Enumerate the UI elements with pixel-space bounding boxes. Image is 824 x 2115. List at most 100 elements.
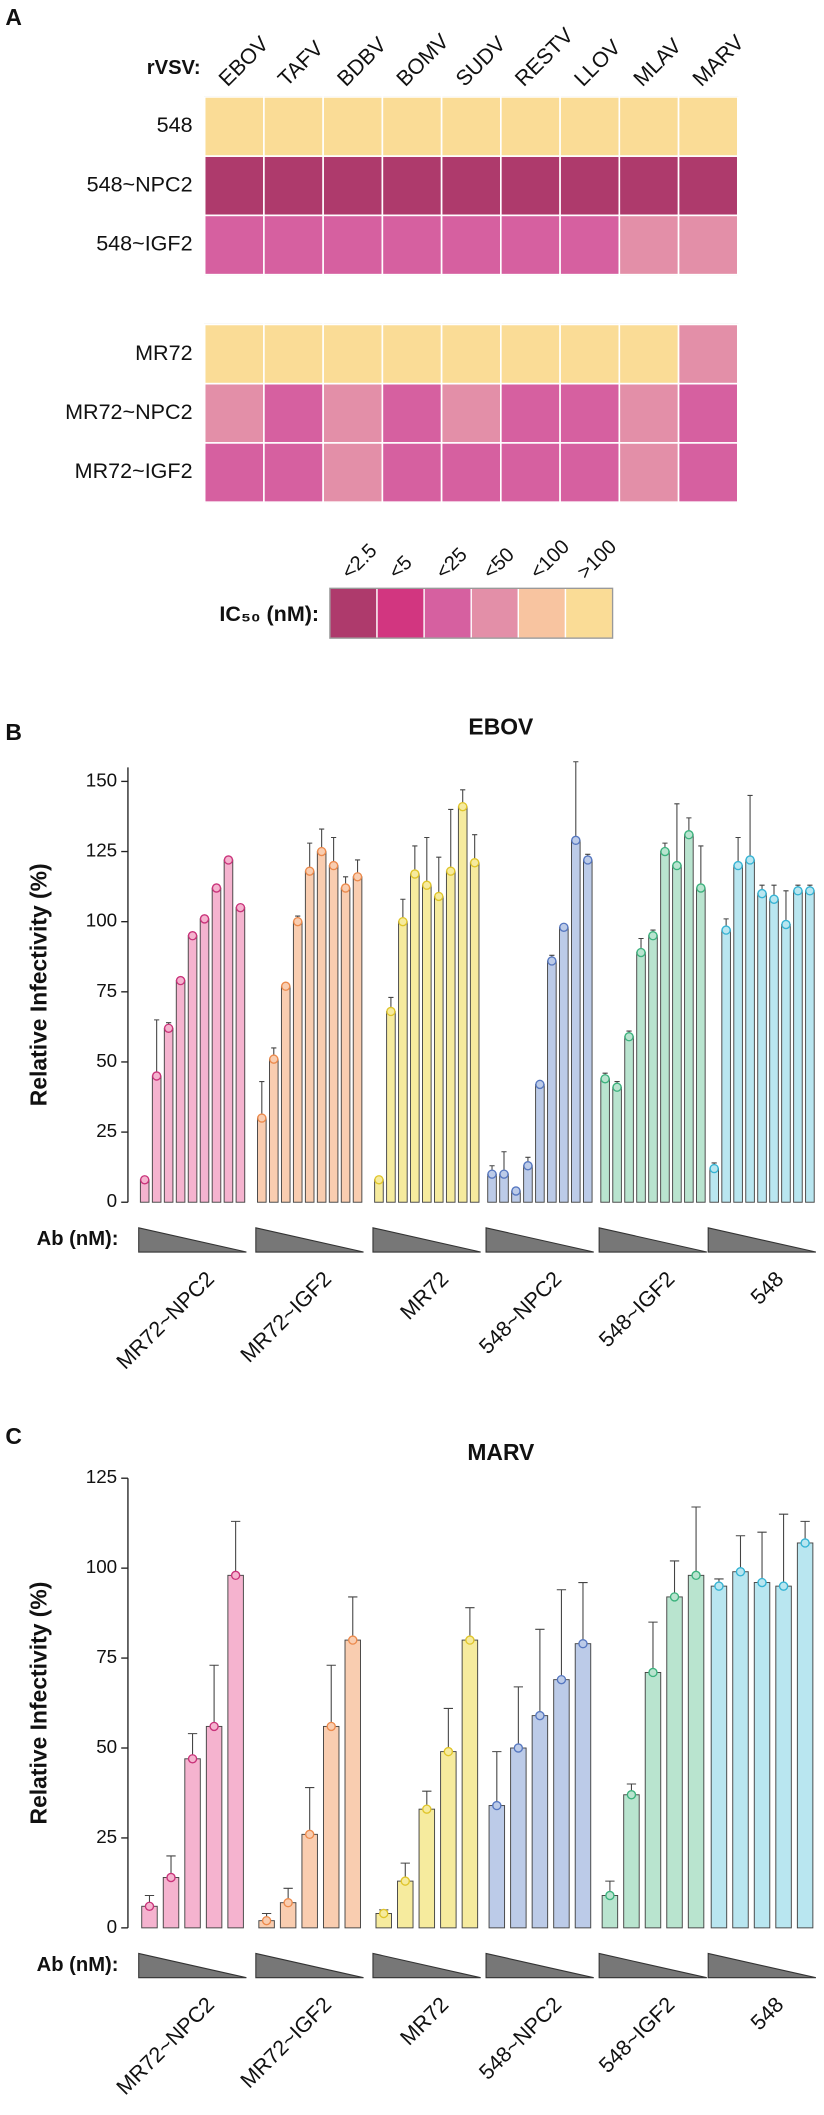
bar-dot xyxy=(669,1592,680,1602)
row-label: 548~NPC2 xyxy=(87,172,193,196)
bar-dot xyxy=(535,1079,545,1090)
legend-swatch xyxy=(423,587,472,639)
bar-dot xyxy=(684,829,694,840)
heatmap-cell xyxy=(203,323,265,385)
bar xyxy=(344,1639,361,1929)
bar xyxy=(223,859,234,1203)
chart-title: EBOV xyxy=(468,713,534,739)
heatmap-cell xyxy=(677,155,739,217)
bar xyxy=(340,887,351,1203)
bar-dot xyxy=(499,1169,509,1179)
bar xyxy=(469,862,480,1203)
heatmap-cell xyxy=(440,214,502,276)
heatmap-cell xyxy=(559,442,621,503)
bar-dot xyxy=(605,1890,615,1901)
heatmap-cell xyxy=(322,96,384,157)
bar-dot xyxy=(636,947,646,958)
error-bar xyxy=(465,1607,475,1641)
bar xyxy=(796,1542,814,1929)
bar-dot xyxy=(328,860,339,871)
bar xyxy=(733,865,743,1203)
bar-dot xyxy=(781,919,791,930)
bar xyxy=(636,952,646,1203)
concentration-wedge xyxy=(485,1952,594,1979)
heatmap-cell xyxy=(203,96,265,157)
bar-dot xyxy=(745,855,755,865)
bar-dot xyxy=(261,1915,272,1926)
heatmap-cell xyxy=(322,214,384,276)
bar xyxy=(211,887,222,1203)
bar xyxy=(235,907,246,1203)
bar-dot xyxy=(696,883,706,893)
legend-swatch xyxy=(517,587,567,639)
chart-title: MARV xyxy=(467,1439,535,1465)
error-bar xyxy=(757,1531,767,1583)
heatmap-cell xyxy=(500,382,561,444)
y-tick-label: 25 xyxy=(96,1826,117,1847)
error-bar xyxy=(735,1535,746,1572)
error-bar xyxy=(778,1513,789,1587)
heatmap-cell xyxy=(559,96,621,157)
y-tick-label: 0 xyxy=(107,1916,117,1937)
bar-dot xyxy=(691,1570,701,1581)
bar xyxy=(687,1574,705,1929)
heatmap-cell xyxy=(381,442,443,503)
bar xyxy=(440,1751,457,1929)
bar-dot xyxy=(422,880,432,890)
heatmap-cell xyxy=(677,442,739,503)
bar-dot xyxy=(769,894,779,904)
bar-dot xyxy=(281,981,291,991)
bar-dot xyxy=(326,1721,336,1732)
column-label: BDBV xyxy=(333,32,392,91)
bar xyxy=(163,1027,174,1203)
bar-dot xyxy=(612,1082,622,1092)
panel-letter: B xyxy=(5,719,22,745)
bar xyxy=(227,1574,244,1929)
bar-dot xyxy=(352,872,363,882)
row-label: 548~IGF2 xyxy=(96,232,192,256)
column-label: TAFV xyxy=(273,36,328,91)
heatmap-cell xyxy=(381,382,443,444)
legend-label: <100 xyxy=(526,536,574,584)
heatmap-cell xyxy=(322,442,384,503)
row-label: MR72~IGF2 xyxy=(75,459,193,483)
columns-label: rVSV: xyxy=(147,57,201,79)
bar xyxy=(269,1058,279,1203)
x-axis-label: Ab (nM): xyxy=(37,1954,119,1976)
bar xyxy=(422,884,432,1203)
heatmap-cell xyxy=(440,382,502,444)
bar xyxy=(301,1833,318,1929)
bar-dot xyxy=(187,1754,198,1764)
heatmap-cell xyxy=(440,323,502,385)
heatmap-cell xyxy=(440,442,502,503)
bar xyxy=(175,980,186,1203)
legend-swatch xyxy=(470,587,520,639)
bar-dot xyxy=(175,975,186,986)
legend-label: >100 xyxy=(573,536,621,584)
concentration-wedge xyxy=(598,1952,707,1979)
y-tick-label: 75 xyxy=(96,1646,117,1667)
bar xyxy=(151,1075,162,1203)
bar xyxy=(531,1715,549,1929)
group-label: 548~IGF2 xyxy=(594,1267,679,1352)
bar xyxy=(672,865,682,1203)
bar-dot xyxy=(757,1577,767,1588)
heatmap-cell xyxy=(203,155,265,217)
bar-dot xyxy=(559,922,569,933)
bar xyxy=(292,921,303,1203)
x-axis-label: Ab (nM): xyxy=(37,1228,119,1250)
bar-dot xyxy=(626,1790,637,1800)
heatmap-cell xyxy=(381,214,443,276)
group-label: MR72~IGF2 xyxy=(236,1992,336,2092)
error-bar xyxy=(674,803,680,866)
bar-dot xyxy=(443,1746,454,1757)
bar xyxy=(612,1086,622,1203)
bar xyxy=(398,921,408,1203)
group-label: 548 xyxy=(746,1992,788,2034)
row-label: MR72 xyxy=(135,341,192,365)
heatmap-cell xyxy=(559,323,621,385)
error-bar xyxy=(305,1787,315,1835)
heatmap-cell xyxy=(381,323,443,385)
row-label: 548 xyxy=(157,113,193,137)
bar-dot xyxy=(446,866,456,876)
